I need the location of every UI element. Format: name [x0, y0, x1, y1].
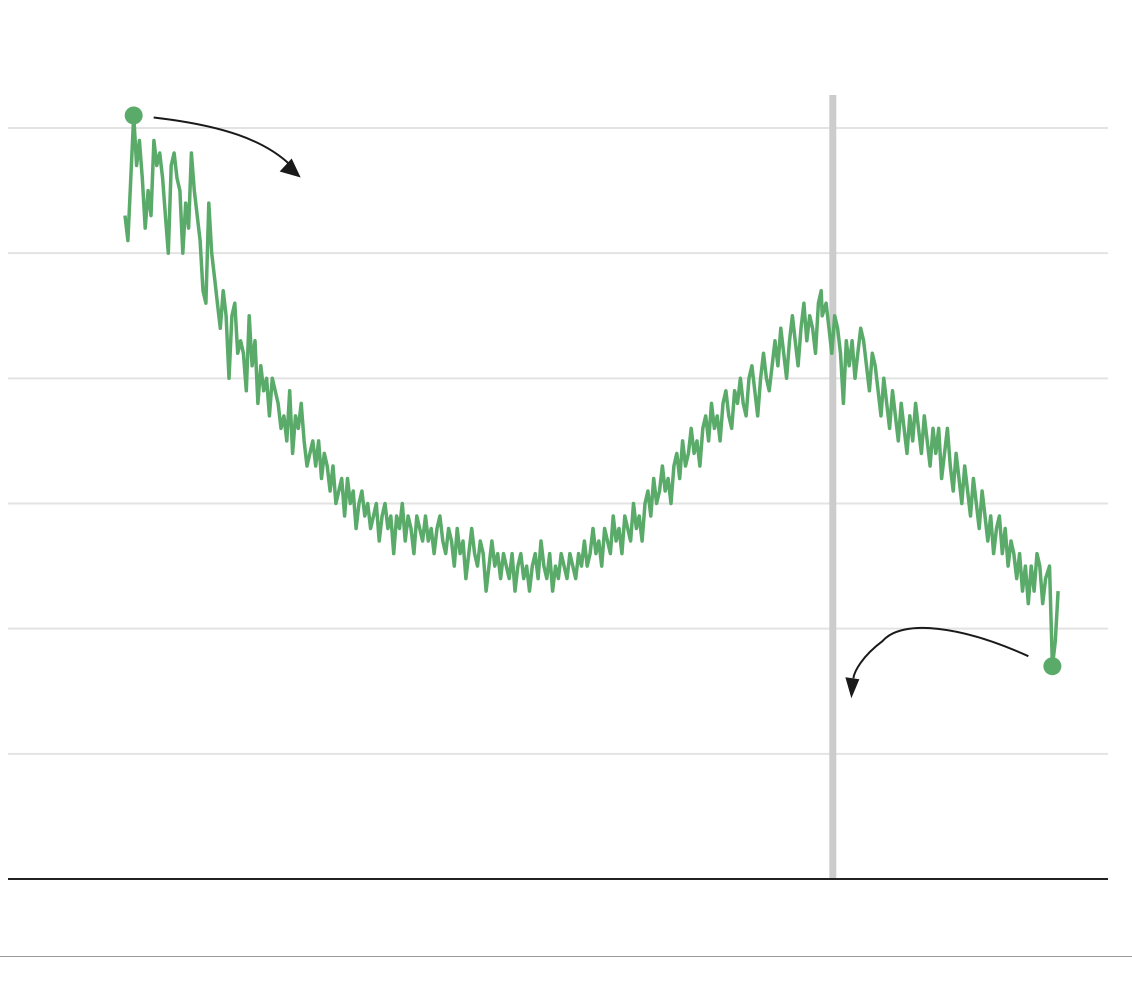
peak-point — [124, 106, 143, 125]
arrow-from-peak-head — [279, 158, 301, 178]
highlighted-points — [124, 106, 1062, 676]
low-point — [1043, 657, 1062, 676]
annotation-arrows — [153, 116, 1029, 699]
arrow-from-peak — [153, 116, 290, 165]
gridlines — [8, 127, 1108, 755]
arrow-from-low-head — [845, 677, 860, 699]
arrow-from-low — [852, 626, 1029, 679]
series-line — [123, 113, 1060, 668]
